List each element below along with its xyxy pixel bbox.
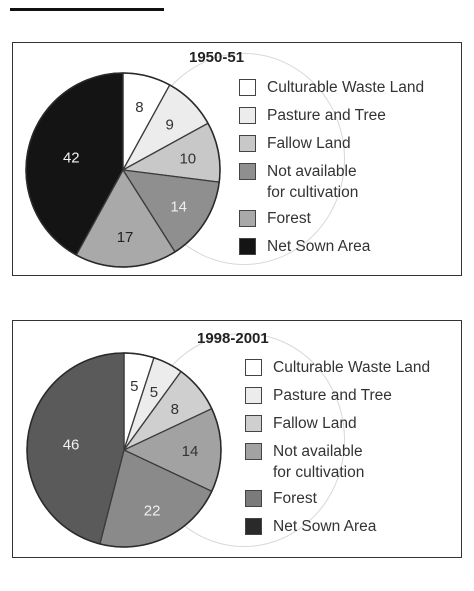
slice-value-label: 10 bbox=[179, 151, 196, 168]
legend-item-not-available-for-cultivation: Not available for cultivation bbox=[245, 442, 465, 482]
legend-label: Not available for cultivation bbox=[267, 163, 359, 201]
slice-value-label: 42 bbox=[63, 150, 80, 167]
legend-swatch bbox=[239, 210, 256, 227]
legend-item-culturable-waste-land: Culturable Waste Land bbox=[245, 358, 465, 398]
slice-value-label: 8 bbox=[135, 99, 143, 116]
legend-item-culturable-waste-land: Culturable Waste Land bbox=[239, 78, 459, 118]
slice-value-label: 17 bbox=[117, 229, 134, 246]
legend-swatch bbox=[245, 490, 262, 507]
legend-label: Culturable Waste Land bbox=[267, 79, 425, 96]
legend-label: Pasture and Tree bbox=[273, 387, 392, 404]
legend-item-pasture-and-tree: Pasture and Tree bbox=[245, 386, 465, 426]
legend-item-forest: Forest bbox=[239, 209, 459, 249]
slice-value-label: 5 bbox=[130, 378, 138, 395]
chart-panel-1950-51: 1950-51 8 9 10 14 17 42 Culturable Waste Land… bbox=[12, 42, 462, 276]
legend-swatch bbox=[245, 387, 262, 404]
legend-swatch bbox=[245, 443, 262, 460]
legend-label: Net Sown Area bbox=[273, 518, 377, 535]
slice-value-label: 22 bbox=[144, 503, 161, 520]
legend-swatch bbox=[239, 163, 256, 180]
slice-value-label: 5 bbox=[150, 384, 158, 401]
slice-value-label: 14 bbox=[182, 443, 199, 460]
legend-swatch bbox=[245, 518, 262, 535]
chart-panel-1998-2001: 1998-2001 5 5 8 14 22 46 Culturable Waste Lan… bbox=[12, 320, 462, 558]
legend-item-not-available-for-cultivation: Not available for cultivation bbox=[239, 162, 459, 202]
legend-label: Culturable Waste Land bbox=[273, 359, 431, 376]
chart-title: 1950-51 bbox=[189, 49, 245, 66]
legend-item-net-sown-area: Net Sown Area bbox=[239, 237, 459, 277]
legend-swatch bbox=[239, 135, 256, 152]
legend-label: Fallow Land bbox=[267, 135, 351, 152]
legend-label: Fallow Land bbox=[273, 415, 357, 432]
pie-outline bbox=[26, 352, 222, 548]
legend-item-net-sown-area: Net Sown Area bbox=[245, 517, 465, 557]
slice-value-label: 9 bbox=[165, 116, 173, 133]
legend-label: Net Sown Area bbox=[267, 238, 371, 255]
pie-outline bbox=[25, 72, 221, 268]
legend-item-forest: Forest bbox=[245, 489, 465, 529]
legend-item-fallow-land: Fallow Land bbox=[245, 414, 465, 454]
slice-value-label: 8 bbox=[171, 401, 179, 418]
chart-title: 1998-2001 bbox=[197, 330, 269, 347]
pie-chart: 8 9 10 14 17 42 bbox=[25, 72, 221, 268]
legend-swatch bbox=[239, 79, 256, 96]
top-rule bbox=[10, 8, 164, 11]
legend-label: Forest bbox=[267, 210, 311, 227]
legend-swatch bbox=[239, 238, 256, 255]
legend-swatch bbox=[245, 415, 262, 432]
legend-item-pasture-and-tree: Pasture and Tree bbox=[239, 106, 459, 146]
slice-value-label: 14 bbox=[170, 198, 187, 215]
legend-label: Not available for cultivation bbox=[273, 443, 365, 481]
legend-swatch bbox=[239, 107, 256, 124]
slice-value-label: 46 bbox=[63, 436, 80, 453]
legend-label: Forest bbox=[273, 490, 317, 507]
legend-item-fallow-land: Fallow Land bbox=[239, 134, 459, 174]
legend-swatch bbox=[245, 359, 262, 376]
legend-label: Pasture and Tree bbox=[267, 107, 386, 124]
